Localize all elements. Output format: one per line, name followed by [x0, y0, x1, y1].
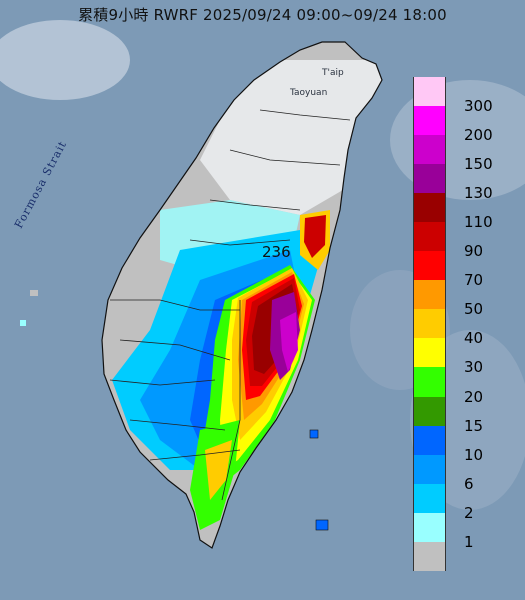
legend-label: 150 — [464, 155, 493, 174]
legend-swatch — [413, 106, 446, 136]
legend-label: 20 — [464, 387, 484, 406]
rainfall-legend: 300 200 150 130 110 90 70 50 40 30 20 15 10 6 2 1 — [413, 77, 518, 571]
legend-row: 6 — [413, 454, 518, 493]
map-title: 累積9小時 RWRF 2025/09/24 09:00~09/24 18:00 — [78, 6, 447, 24]
legend-swatch — [413, 309, 446, 339]
legend-label: 50 — [464, 300, 484, 319]
legend-row: 15 — [413, 396, 518, 435]
legend-swatch — [413, 77, 446, 107]
legend-row: 30 — [413, 338, 518, 376]
legend-swatch — [413, 338, 446, 368]
legend-label: 1 — [464, 532, 474, 551]
legend-label: 15 — [464, 416, 484, 435]
legend-label: 40 — [464, 329, 484, 348]
legend-label: 6 — [464, 474, 474, 493]
legend-swatch — [413, 251, 446, 281]
legend-row: 150 — [413, 135, 518, 173]
city-label-taoyuan: Taoyuan — [290, 88, 328, 98]
legend-label: 110 — [464, 213, 493, 232]
legend-row: 40 — [413, 309, 518, 347]
legend-row: 50 — [413, 280, 518, 318]
city-label-taipei: T'aip — [322, 68, 344, 78]
legend-row: 20 — [413, 367, 518, 406]
legend-swatch — [413, 512, 446, 542]
legend-swatch — [413, 454, 446, 484]
legend-row: 10 — [413, 425, 518, 464]
legend-label: 10 — [464, 445, 484, 464]
legend-swatch — [413, 541, 446, 571]
legend-row: 90 — [413, 222, 518, 260]
legend-row: 70 — [413, 251, 518, 289]
legend-row: 300 — [413, 77, 518, 115]
legend-swatch — [413, 367, 446, 397]
legend-swatch — [413, 483, 446, 513]
legend-row — [413, 541, 518, 571]
legend-swatch — [413, 164, 446, 194]
legend-swatch — [413, 425, 446, 455]
legend-row: 110 — [413, 193, 518, 231]
legend-row: 1 — [413, 512, 518, 551]
legend-label: 130 — [464, 184, 493, 203]
legend-swatch — [413, 396, 446, 426]
legend-swatch — [413, 193, 446, 223]
legend-row: 2 — [413, 483, 518, 522]
legend-label: 30 — [464, 358, 484, 377]
legend-label: 200 — [464, 126, 493, 145]
legend-swatch — [413, 222, 446, 252]
legend-label: 2 — [464, 503, 474, 522]
legend-label: 70 — [464, 271, 484, 290]
legend-swatch — [413, 135, 446, 165]
legend-row: 200 — [413, 106, 518, 144]
legend-row: 130 — [413, 164, 518, 202]
max-rainfall-label: 236 — [262, 243, 291, 261]
legend-label: 300 — [464, 97, 493, 116]
legend-swatch — [413, 280, 446, 310]
legend-label: 90 — [464, 242, 484, 261]
